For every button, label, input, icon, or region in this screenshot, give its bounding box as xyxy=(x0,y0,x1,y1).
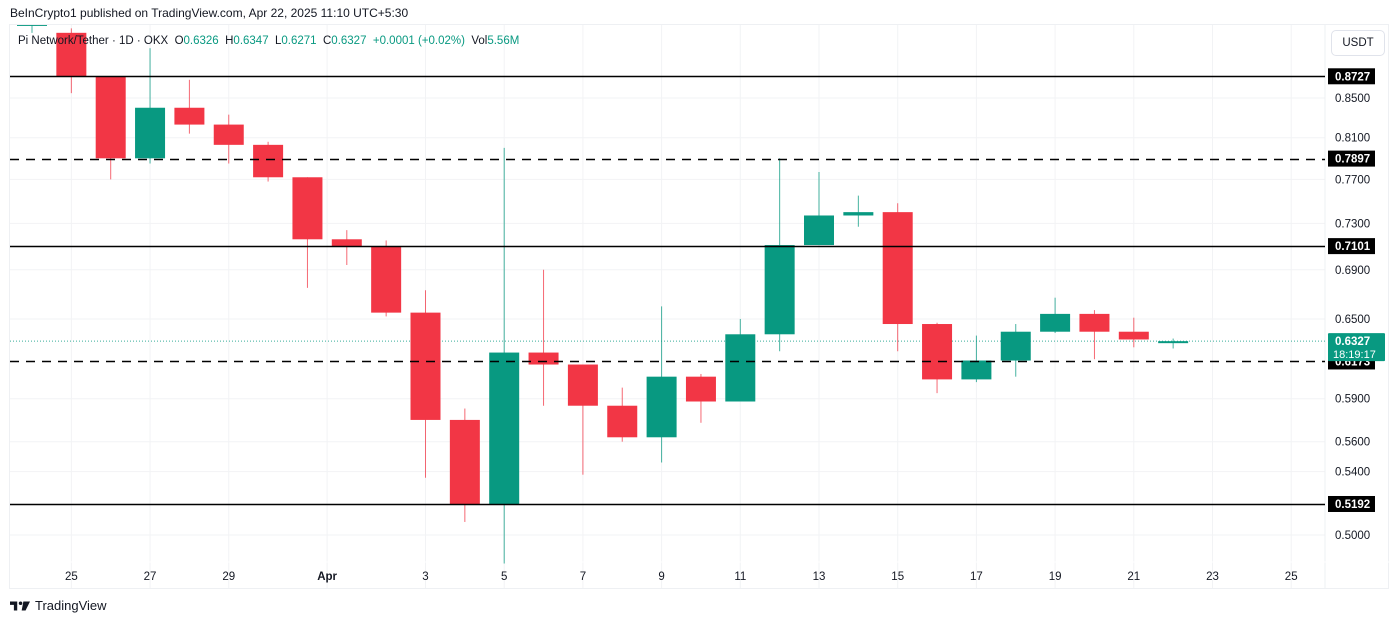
candle xyxy=(135,48,166,164)
price-tick: 0.6500 xyxy=(1335,314,1370,326)
svg-text:0.5192: 0.5192 xyxy=(1335,499,1370,511)
svg-text:0.7101: 0.7101 xyxy=(1335,241,1371,253)
time-tick: 25 xyxy=(1285,571,1298,583)
time-tick: 7 xyxy=(580,571,586,583)
price-tick: 0.7700 xyxy=(1335,174,1370,186)
time-tick: 29 xyxy=(222,571,235,583)
candle xyxy=(607,387,638,442)
candle xyxy=(725,318,756,402)
level-price-label: 0.7897 xyxy=(1328,150,1375,167)
price-tick: 0.8500 xyxy=(1335,93,1370,105)
level-lines xyxy=(10,75,1325,506)
brand-label: TradingView xyxy=(35,598,107,613)
candle xyxy=(1040,297,1071,333)
time-tick: 21 xyxy=(1127,571,1140,583)
candle xyxy=(449,408,480,522)
price-axis[interactable]: 0.8500 0.8100 0.7700 0.7300 0.6900 0.6500 0.59… xyxy=(1328,68,1385,542)
time-tick: 27 xyxy=(144,571,157,583)
price-tick: 0.5400 xyxy=(1335,467,1370,479)
candle xyxy=(1000,324,1031,377)
svg-text:0.7897: 0.7897 xyxy=(1335,154,1370,166)
candle xyxy=(804,171,834,246)
grid-lines xyxy=(10,25,1389,588)
low-label: L xyxy=(275,35,282,47)
open-label: O xyxy=(174,35,184,47)
candle xyxy=(922,322,953,394)
candle xyxy=(253,141,284,182)
candle xyxy=(213,114,244,164)
price-tick: 0.5000 xyxy=(1335,530,1370,542)
candle xyxy=(567,364,598,475)
candle xyxy=(292,177,323,288)
high-value: 0.6347 xyxy=(233,35,269,47)
low-value: 0.6271 xyxy=(281,35,317,47)
price-tick: 0.6900 xyxy=(1335,265,1370,277)
candle xyxy=(685,373,716,423)
time-tick: 13 xyxy=(813,571,826,583)
level-price-label: 0.7101 xyxy=(1328,238,1375,255)
close-value: 0.6327 xyxy=(331,35,367,47)
candle xyxy=(371,240,402,317)
time-tick: 15 xyxy=(891,571,904,583)
time-tick: Apr xyxy=(317,571,337,583)
svg-text:0.6327: 0.6327 xyxy=(1335,336,1370,348)
time-tick: 9 xyxy=(658,571,664,583)
candle xyxy=(764,158,795,352)
publisher-line: BeInCrypto1 published on TradingView.com… xyxy=(10,6,409,20)
candle xyxy=(1079,310,1110,360)
high-label: H xyxy=(225,35,234,47)
price-tick: 0.5900 xyxy=(1335,394,1370,406)
open-value: 0.6326 xyxy=(183,35,219,47)
candle xyxy=(95,76,126,180)
tradingview-branding: TradingView xyxy=(10,598,107,613)
candle xyxy=(17,25,47,33)
candle xyxy=(1118,317,1149,348)
candle xyxy=(1158,338,1189,349)
chart-frame xyxy=(9,24,1389,589)
currency-button[interactable]: USDT xyxy=(1331,30,1385,56)
time-tick: 5 xyxy=(501,571,507,583)
price-tick: 0.8100 xyxy=(1335,133,1370,145)
symbol-legend: Pi Network/Tether · 1D · OKX O0.6326 H0.… xyxy=(18,35,519,47)
candle xyxy=(174,79,205,134)
change-value: +0.0001 (+0.02%) xyxy=(372,35,465,47)
candle xyxy=(961,335,992,383)
candle xyxy=(843,195,874,227)
vol-value: 5.56M xyxy=(487,35,520,47)
time-tick: 25 xyxy=(65,571,78,583)
candle xyxy=(410,290,441,478)
price-tick: 0.7300 xyxy=(1335,218,1370,230)
price-tick: 0.5600 xyxy=(1335,437,1370,449)
time-tick: 3 xyxy=(422,571,428,583)
candle xyxy=(56,28,87,94)
time-tick: 19 xyxy=(1049,571,1062,583)
candles xyxy=(17,25,1189,564)
candle xyxy=(331,230,362,265)
tradingview-logo-icon xyxy=(10,600,30,610)
time-tick: 11 xyxy=(734,571,746,583)
vol-label: Vol xyxy=(471,35,488,47)
symbol-title[interactable]: Pi Network/Tether · 1D · OKX xyxy=(18,35,169,47)
candle xyxy=(646,306,677,463)
level-price-label: 0.5192 xyxy=(1328,495,1375,512)
svg-text:0.8727: 0.8727 xyxy=(1335,71,1370,83)
svg-text:18:19:17: 18:19:17 xyxy=(1333,349,1376,361)
candle xyxy=(489,147,520,564)
candle xyxy=(528,269,559,406)
time-tick: 23 xyxy=(1206,571,1219,583)
time-axis[interactable]: 25 27 29 Apr 3 5 7 9 11 13 15 17 19 21 23 25 xyxy=(65,571,1298,583)
close-label: C xyxy=(322,35,332,47)
candle xyxy=(882,203,913,352)
level-price-label: 0.8727 xyxy=(1328,68,1375,85)
time-tick: 17 xyxy=(970,571,983,583)
